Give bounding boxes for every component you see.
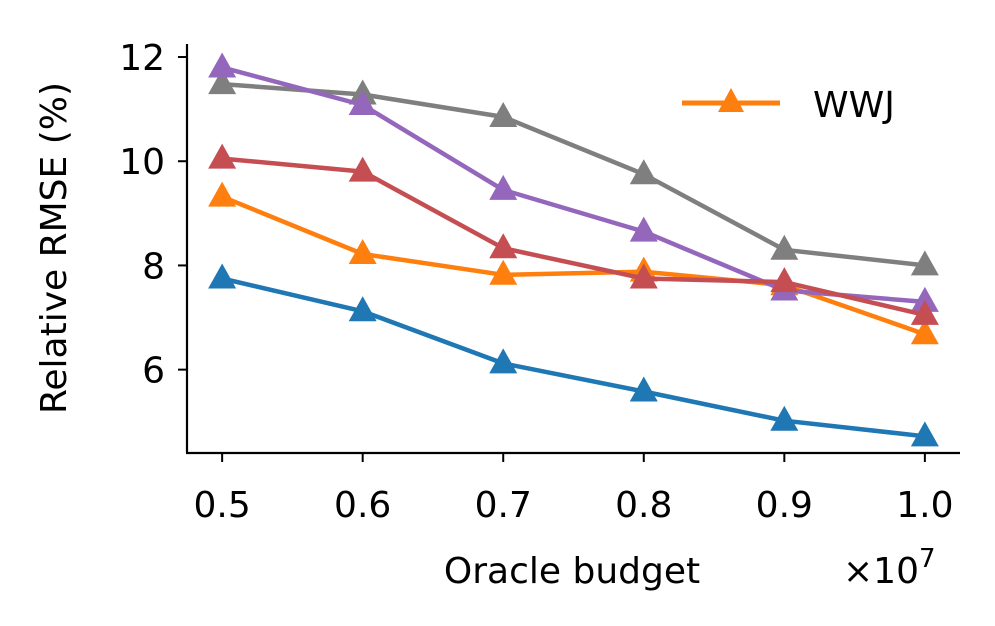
x-tick-label: 0.9	[756, 485, 813, 526]
y-tick-label: 12	[119, 38, 165, 79]
data-point-marker	[910, 250, 939, 276]
data-point-marker	[208, 52, 237, 78]
series-line	[221, 81, 926, 268]
data-point-marker	[489, 348, 518, 374]
y-tick-label: 10	[119, 142, 165, 183]
x-scale-label: ×107	[843, 544, 936, 592]
data-point-marker	[910, 286, 939, 312]
data-point-marker	[910, 421, 939, 447]
y-tick-label: 6	[142, 351, 165, 392]
series-line	[221, 65, 926, 305]
y-tick-label: 8	[142, 246, 165, 287]
data-point-marker	[348, 238, 377, 264]
x-tick-label: 0.7	[475, 485, 532, 526]
y-ticks: 6 8 10 12	[119, 38, 187, 392]
data-point-marker	[910, 299, 939, 325]
x-tick-label: 0.8	[615, 485, 672, 526]
data-point-marker	[770, 234, 799, 260]
data-point-marker	[489, 174, 518, 200]
x-ticks: 0.5 0.6 0.7 0.8 0.9 1.0	[194, 453, 953, 526]
data-point-marker	[489, 233, 518, 259]
data-point-marker	[629, 159, 658, 185]
series-line	[221, 156, 926, 318]
data-point-marker	[629, 263, 658, 289]
x-tick-label: 1.0	[896, 485, 953, 526]
data-point-marker	[348, 89, 377, 115]
series-blue	[208, 263, 939, 447]
data-point-marker	[629, 216, 658, 242]
y-axis-label: Relative RMSE (%)	[34, 82, 75, 414]
legend-marker-wwj	[718, 88, 744, 112]
data-point-marker	[489, 259, 518, 285]
data-point-marker	[489, 101, 518, 127]
data-point-marker	[770, 267, 799, 293]
legend: WWJ	[682, 85, 895, 126]
data-point-marker	[770, 405, 799, 431]
x-tick-label: 0.6	[334, 485, 391, 526]
series-layer	[208, 52, 939, 447]
series-red	[208, 143, 939, 325]
axes-layer	[185, 44, 960, 455]
data-point-marker	[208, 181, 237, 207]
x-tick-label: 0.5	[194, 485, 251, 526]
series-line	[221, 276, 926, 439]
data-point-marker	[208, 143, 237, 169]
x-axis-label: Oracle budget	[444, 551, 700, 592]
data-point-marker	[348, 296, 377, 322]
data-point-marker	[629, 376, 658, 402]
data-point-marker	[910, 319, 939, 345]
data-point-marker	[208, 263, 237, 289]
legend-label-wwj: WWJ	[813, 85, 895, 126]
data-point-marker	[348, 156, 377, 182]
data-point-marker	[208, 69, 237, 95]
